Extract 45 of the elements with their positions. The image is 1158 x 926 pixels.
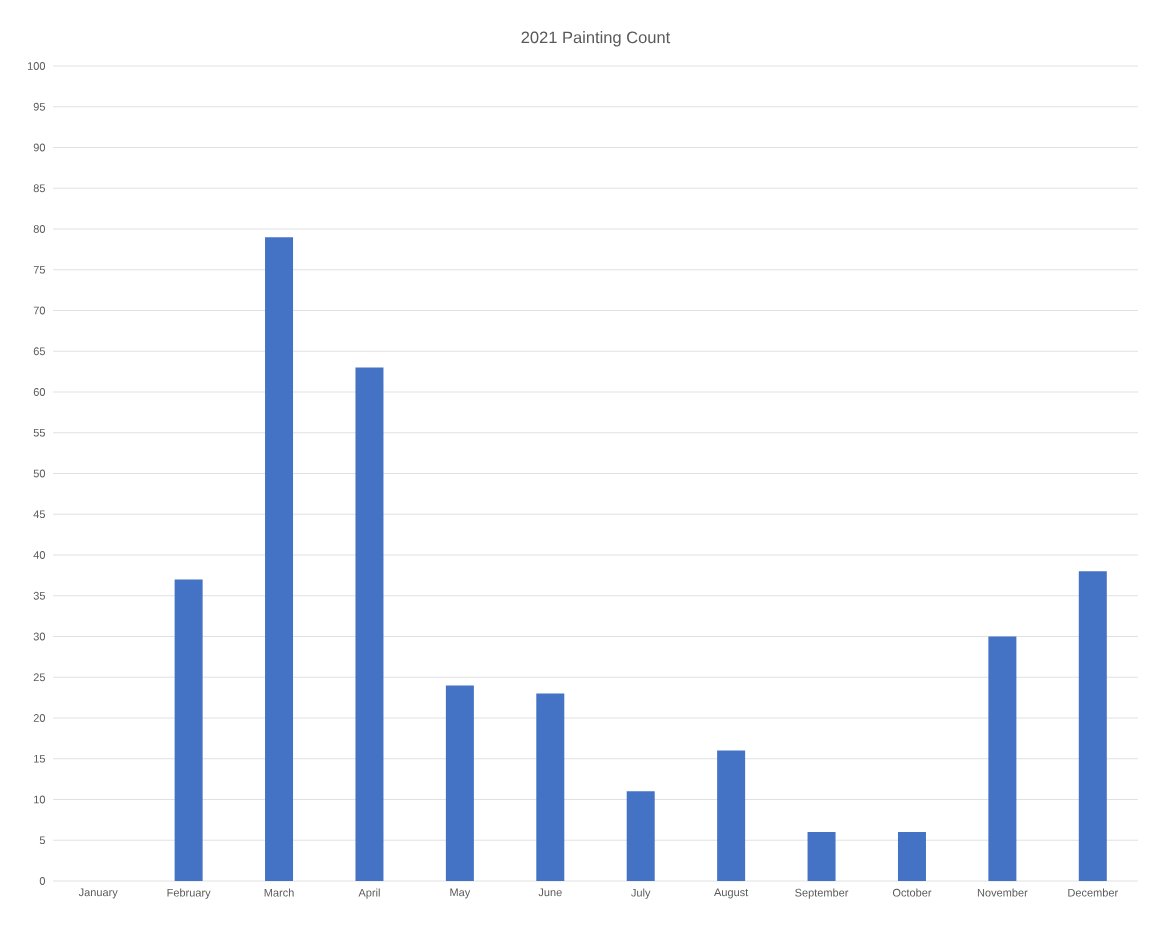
x-tick-label: May xyxy=(450,888,471,899)
x-tick-label: April xyxy=(358,888,380,899)
y-tick-label: 30 xyxy=(33,632,46,641)
y-tick-label: 70 xyxy=(33,306,46,315)
y-tick-label: 80 xyxy=(33,225,46,233)
y-tick-label: 40 xyxy=(33,551,46,559)
bar xyxy=(897,832,926,881)
x-tick-label: September xyxy=(795,888,849,899)
y-tick-label: 85 xyxy=(33,184,45,193)
y-tick-label: 45 xyxy=(33,510,45,519)
y-tick-label: 25 xyxy=(33,673,45,682)
bar xyxy=(536,693,565,881)
x-tick-label: October xyxy=(892,888,932,897)
y-tick-label: 60 xyxy=(33,388,46,396)
x-tick-label: February xyxy=(167,888,211,899)
x-tick-label: August xyxy=(714,888,749,899)
y-tick-label: 35 xyxy=(33,591,45,600)
bar xyxy=(1078,571,1107,881)
y-tick-label: 55 xyxy=(33,428,45,437)
x-tick-label: March xyxy=(264,888,294,897)
chart-title: 2021 Painting Count xyxy=(521,31,671,47)
x-tick-label: December xyxy=(1068,888,1118,897)
y-tick-label: 10 xyxy=(34,795,46,804)
bar xyxy=(807,832,836,881)
x-tick-label: November xyxy=(977,888,1028,897)
bar xyxy=(626,791,655,881)
bar xyxy=(355,367,384,881)
y-tick-label: 0 xyxy=(39,877,46,885)
x-tick-label: January xyxy=(78,888,118,899)
y-tick-label: 100 xyxy=(27,62,46,70)
y-tick-label: 20 xyxy=(33,714,46,722)
bar xyxy=(174,579,203,881)
x-tick-label: July xyxy=(631,888,651,899)
y-tick-label: 5 xyxy=(39,836,45,845)
bar xyxy=(988,636,1017,881)
y-tick-label: 15 xyxy=(34,754,45,763)
bar xyxy=(717,750,746,881)
bar xyxy=(445,685,474,881)
y-tick-label: 95 xyxy=(33,102,45,111)
y-tick-label: 90 xyxy=(33,143,46,152)
bar xyxy=(265,237,294,881)
y-tick-label: 75 xyxy=(33,265,45,274)
y-tick-label: 50 xyxy=(33,469,46,478)
y-tick-label: 65 xyxy=(33,347,45,356)
x-tick-label: June xyxy=(538,888,562,897)
